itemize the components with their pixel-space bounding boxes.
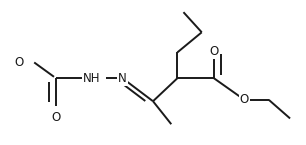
Text: N: N <box>118 72 127 85</box>
Text: O: O <box>209 45 218 58</box>
Text: O: O <box>51 111 60 124</box>
Text: O: O <box>240 93 249 106</box>
Text: O: O <box>14 56 24 69</box>
Text: NH: NH <box>83 72 101 85</box>
